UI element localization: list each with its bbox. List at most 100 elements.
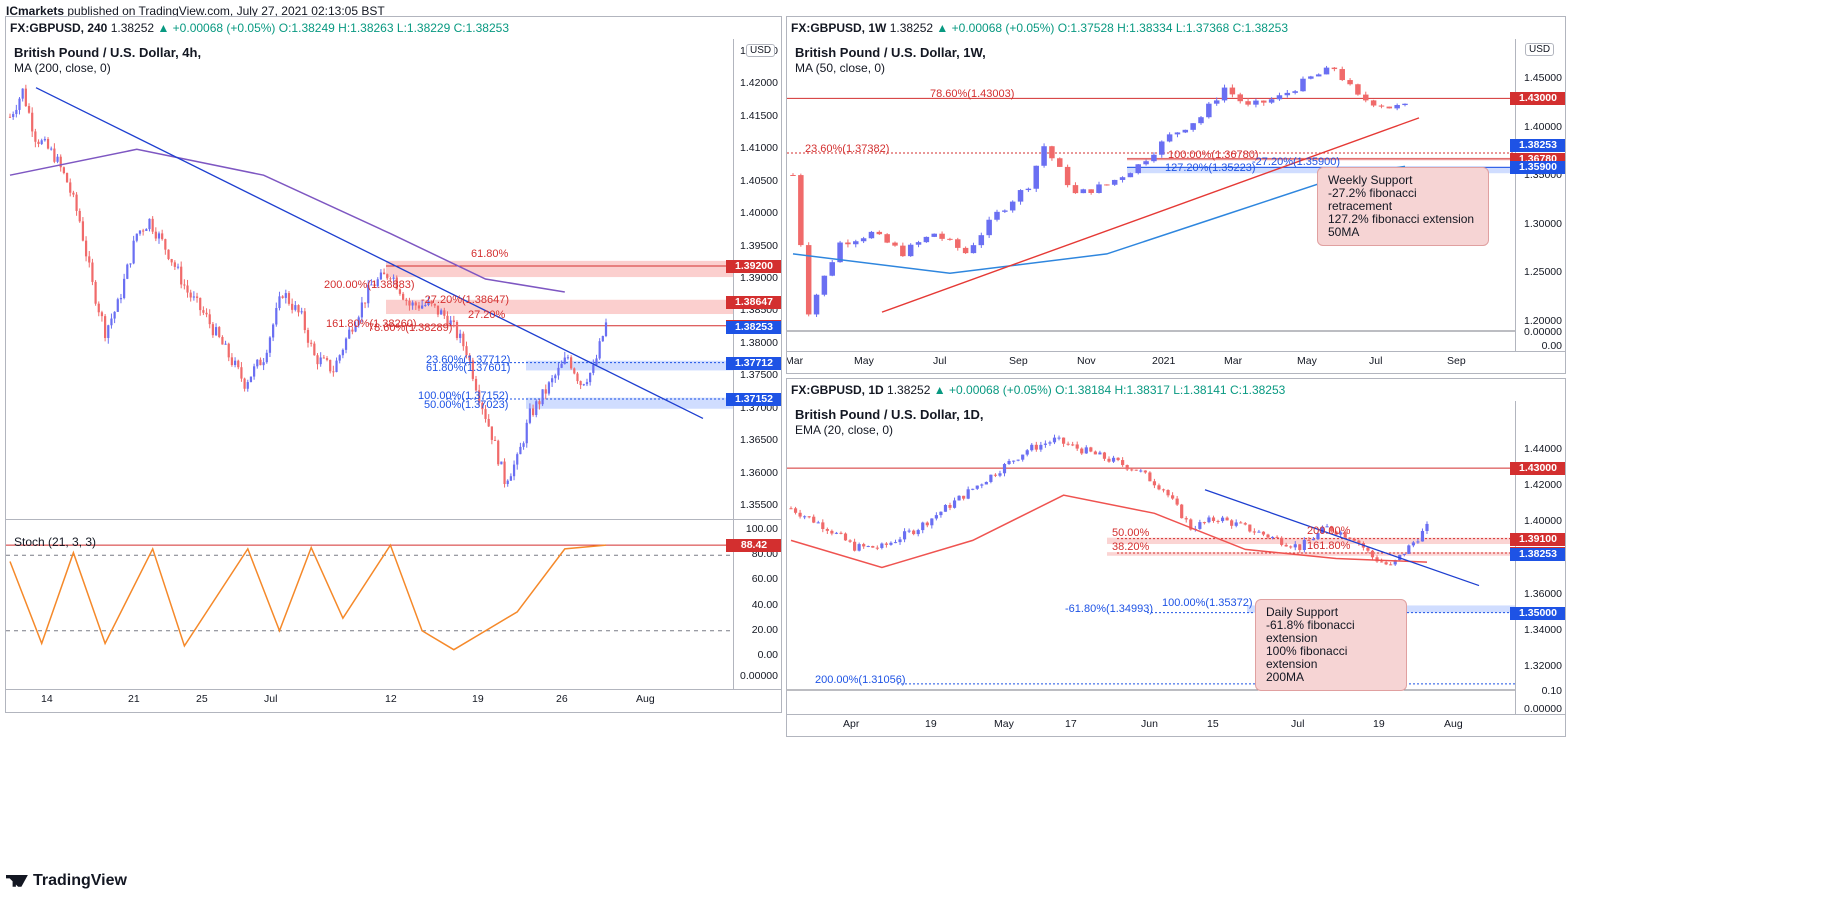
- candle-body: [487, 418, 490, 427]
- candle-body: [459, 333, 462, 339]
- candle-body: [310, 342, 313, 344]
- price-badge: 1.35000: [1510, 606, 1565, 620]
- candle-body: [443, 310, 446, 316]
- candle-body: [1104, 184, 1110, 186]
- x-tick-label: 21: [128, 693, 140, 705]
- candle-body: [465, 346, 468, 356]
- y-tick-label: 1.34000: [1524, 623, 1562, 636]
- candle-body: [1017, 190, 1024, 202]
- candle-body: [421, 305, 424, 309]
- candle-body: [1323, 67, 1330, 75]
- candle-body: [1041, 146, 1047, 166]
- currency-label[interactable]: USD: [1525, 43, 1555, 56]
- candle-body: [1033, 165, 1039, 189]
- last-price: 1.38252: [887, 383, 931, 397]
- candle-body: [313, 343, 316, 356]
- price-axis[interactable]: 1.44000 1.42000 1.40000 1.36000 1.34000 1.320…: [1510, 401, 1565, 715]
- chart-panel-weekly[interactable]: FX:GBPUSD, 1W 1.38252 ▲ +0.00068 (+0.05%…: [786, 16, 1566, 374]
- candle-body: [902, 531, 907, 540]
- candle-body: [294, 305, 297, 310]
- price-badge: 1.39100: [1510, 532, 1565, 546]
- candle-body: [360, 302, 364, 318]
- candle-body: [1161, 489, 1166, 491]
- candle-body: [980, 484, 984, 486]
- candle-body: [471, 360, 474, 379]
- x-tick-label: Nov: [1077, 355, 1096, 367]
- fib-level-label: 23.60%(1.37712): [426, 354, 511, 367]
- candle-body: [1284, 544, 1288, 547]
- candle-body: [916, 530, 920, 535]
- candle-body: [468, 355, 471, 361]
- candle-body: [214, 327, 218, 336]
- candle-body: [268, 337, 272, 353]
- candle-body: [138, 230, 142, 234]
- currency-label[interactable]: USD: [746, 44, 776, 57]
- candle-body: [1025, 188, 1032, 191]
- candle-body: [1270, 536, 1275, 538]
- candle-body: [519, 446, 522, 455]
- candle-body: [272, 324, 275, 338]
- candle-body: [348, 329, 351, 339]
- candle-body: [211, 324, 215, 336]
- candle-body: [522, 443, 525, 447]
- price-plot[interactable]: [6, 39, 733, 519]
- stoch-plot[interactable]: [6, 520, 733, 666]
- price-axis[interactable]: 1.45000 1.40000 1.35000 1.30000 1.25000 1.200…: [1510, 39, 1565, 352]
- fib-level-label: 61.80%(1.37601): [426, 361, 511, 374]
- x-tick-label: 2021: [1152, 355, 1176, 367]
- candle-body: [1416, 541, 1420, 543]
- candle-body: [1425, 523, 1429, 531]
- candle-body: [440, 310, 443, 315]
- candle-body: [989, 474, 993, 482]
- price-axis[interactable]: 1.425001.420001.415001.410001.405001.400…: [726, 39, 781, 519]
- candle-body: [1171, 495, 1175, 499]
- y-tick-label: 1.35500: [740, 499, 778, 512]
- candle-body: [843, 533, 848, 541]
- candle-body: [135, 233, 138, 241]
- candle-body: [424, 304, 427, 306]
- time-axis[interactable]: Mar May Jul Sep Nov 2021 Mar May Jul Sep: [787, 352, 1515, 372]
- candle-body: [547, 382, 551, 394]
- change-value: +0.00068 (+0.05%): [172, 21, 276, 35]
- candle-body: [1229, 87, 1236, 95]
- y-tick-label: 1.30000: [1524, 217, 1562, 230]
- candle-body: [1043, 443, 1047, 445]
- stoch-axis[interactable]: 100.00 80.00 60.00 40.00 20.00 0.00 0.00000 88.…: [726, 520, 781, 690]
- candle-body: [550, 378, 554, 383]
- candle-body: [367, 284, 370, 304]
- candle-body: [1127, 173, 1134, 178]
- candle-body: [939, 233, 945, 239]
- x-tick-label: May: [854, 355, 874, 367]
- x-tick-label: 19: [1373, 718, 1385, 730]
- candle-body: [955, 239, 961, 248]
- candle-body: [834, 532, 839, 534]
- candle-body: [1157, 485, 1161, 490]
- time-axis-border: [787, 351, 1565, 352]
- time-axis[interactable]: Apr 19 May 17 Jun 15 Jul 19 Aug: [787, 715, 1515, 735]
- candle-body: [1009, 201, 1016, 211]
- candle-body: [1375, 557, 1379, 562]
- chart-panel-4h[interactable]: FX:GBPUSD, 240 1.38252 ▲ +0.00068 (+0.05…: [5, 16, 782, 713]
- time-axis[interactable]: 14 21 25 Jul 12 19 26 Aug: [6, 690, 733, 710]
- y-tick-label: 1.41500: [740, 109, 778, 122]
- symbol-header: FX:GBPUSD, 240 1.38252 ▲ +0.00068 (+0.05…: [6, 17, 781, 39]
- candle-body: [34, 131, 37, 142]
- candle-body: [1311, 539, 1316, 541]
- symbol-label: FX:GBPUSD, 240: [10, 21, 108, 35]
- price-badge: 1.38253: [1510, 138, 1565, 152]
- pane-divider[interactable]: [6, 519, 781, 520]
- y-tick-label: 60.00: [751, 573, 778, 586]
- note-line: -27.2% fibonacci retracement: [1328, 186, 1417, 213]
- low-value: L:1.37368: [1175, 21, 1230, 35]
- chart-title: British Pound / U.S. Dollar, 1W,: [795, 45, 986, 60]
- candle-body: [829, 262, 835, 276]
- candle-body: [322, 357, 325, 359]
- candle-body: [164, 239, 167, 250]
- chart-panel-daily[interactable]: FX:GBPUSD, 1D 1.38252 ▲ +0.00068 (+0.05%…: [786, 378, 1566, 737]
- candle-body: [1393, 560, 1397, 565]
- fib-level-label: 61.80%: [471, 248, 509, 261]
- candle-body: [1202, 522, 1206, 524]
- candle-body: [812, 516, 816, 523]
- candle-body: [1261, 100, 1267, 103]
- fib-level-label: 38.20%: [1112, 541, 1150, 554]
